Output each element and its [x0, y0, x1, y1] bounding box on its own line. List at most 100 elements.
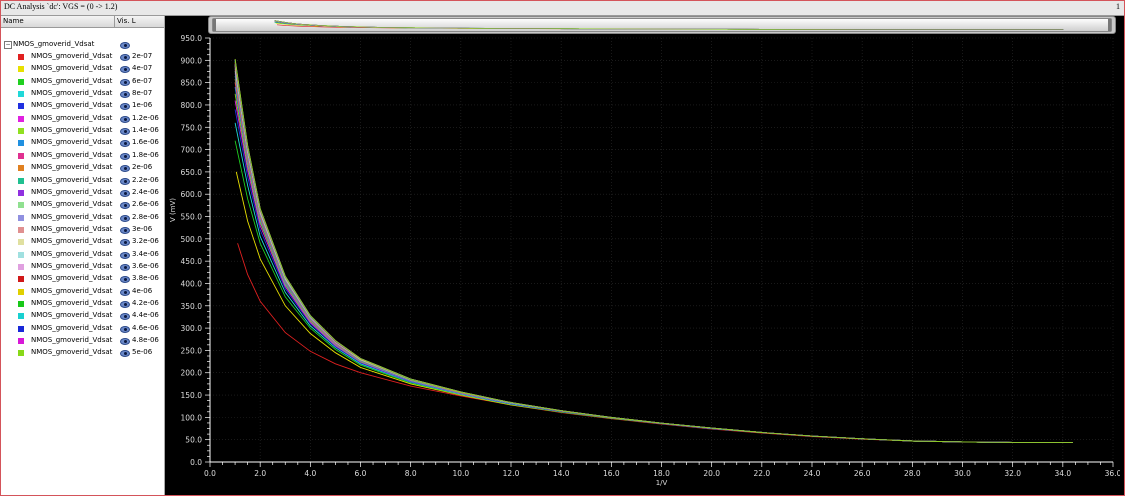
trace-group-row[interactable]: − NMOS_gmoverid_Vdsat — [1, 39, 164, 51]
trace-row[interactable]: NMOS_gmoverid_Vdsat 5e-06 — [1, 347, 164, 359]
eye-icon[interactable] — [120, 263, 130, 271]
x-tick-label: 14.0 — [553, 469, 570, 478]
collapse-icon[interactable]: − — [4, 41, 12, 49]
scrollbar-thumb[interactable] — [212, 18, 1112, 32]
trace-length-value: 1.8e-06 — [132, 150, 159, 159]
overview-series-line — [274, 20, 1064, 30]
trace-row[interactable]: NMOS_gmoverid_Vdsat 2.2e-06 — [1, 175, 164, 187]
trace-length-value: 4.6e-06 — [132, 323, 159, 332]
trace-row[interactable]: NMOS_gmoverid_Vdsat 6e-07 — [1, 76, 164, 88]
eye-icon[interactable] — [120, 128, 130, 136]
trace-row[interactable]: NMOS_gmoverid_Vdsat 3.4e-06 — [1, 249, 164, 261]
trace-row[interactable]: NMOS_gmoverid_Vdsat 1e-06 — [1, 100, 164, 112]
eye-icon[interactable] — [120, 202, 130, 210]
trace-length-value: 1e-06 — [132, 101, 153, 110]
trace-color-swatch — [18, 165, 24, 172]
column-separator[interactable] — [114, 16, 115, 27]
eye-icon[interactable] — [120, 78, 130, 86]
eye-icon[interactable] — [120, 338, 130, 346]
eye-icon[interactable] — [120, 239, 130, 247]
trace-name: NMOS_gmoverid_Vdsat — [31, 212, 113, 221]
series-line — [234, 100, 1073, 443]
y-tick-label: 350.0 — [181, 302, 203, 311]
eye-icon[interactable] — [120, 214, 130, 222]
eye-icon[interactable] — [120, 91, 130, 99]
trace-name: NMOS_gmoverid_Vdsat — [31, 64, 113, 73]
eye-icon[interactable] — [120, 42, 130, 49]
trace-row[interactable]: NMOS_gmoverid_Vdsat 4e-07 — [1, 63, 164, 75]
name-column-header[interactable]: Name — [3, 17, 24, 25]
y-axis-label: V (mV) — [169, 198, 177, 222]
trace-name: NMOS_gmoverid_Vdsat — [31, 261, 113, 270]
trace-row[interactable]: NMOS_gmoverid_Vdsat 1.6e-06 — [1, 137, 164, 149]
eye-icon[interactable] — [120, 140, 130, 148]
trace-row[interactable]: NMOS_gmoverid_Vdsat 3.6e-06 — [1, 261, 164, 273]
overview-series-line — [274, 20, 1064, 30]
trace-color-swatch — [18, 152, 24, 159]
trace-row[interactable]: NMOS_gmoverid_Vdsat 2e-06 — [1, 162, 164, 174]
eye-icon[interactable] — [120, 115, 130, 123]
trace-row[interactable]: NMOS_gmoverid_Vdsat 1.2e-06 — [1, 113, 164, 125]
trace-length-value: 2.6e-06 — [132, 200, 159, 209]
eye-icon[interactable] — [120, 276, 130, 284]
trace-length-value: 4e-07 — [132, 64, 153, 73]
eye-icon[interactable] — [120, 152, 130, 160]
trace-row[interactable]: NMOS_gmoverid_Vdsat 2e-07 — [1, 51, 164, 63]
trace-row[interactable]: NMOS_gmoverid_Vdsat 4.2e-06 — [1, 298, 164, 310]
trace-row[interactable]: NMOS_gmoverid_Vdsat 4e-06 — [1, 286, 164, 298]
trace-name: NMOS_gmoverid_Vdsat — [31, 299, 113, 307]
trace-row[interactable]: NMOS_gmoverid_Vdsat 2.8e-06 — [1, 212, 164, 224]
visibility-column-header[interactable]: Vis. L — [117, 17, 136, 25]
trace-length-value: 8e-07 — [132, 89, 153, 98]
eye-icon[interactable] — [120, 103, 130, 111]
eye-icon[interactable] — [120, 177, 130, 185]
eye-icon[interactable] — [120, 350, 130, 358]
x-zoom-scrollbar[interactable] — [208, 16, 1116, 34]
trace-row[interactable]: NMOS_gmoverid_Vdsat 1.8e-06 — [1, 150, 164, 162]
trace-row[interactable]: NMOS_gmoverid_Vdsat 1.4e-06 — [1, 125, 164, 137]
overview-series-line — [274, 20, 1064, 30]
trace-length-value: 1.4e-06 — [132, 126, 159, 135]
overview-series-line — [274, 20, 1064, 30]
eye-icon[interactable] — [120, 66, 130, 74]
trace-color-swatch — [18, 325, 24, 332]
eye-icon[interactable] — [120, 313, 130, 321]
eye-icon[interactable] — [120, 54, 130, 61]
trace-name: NMOS_gmoverid_Vdsat — [31, 274, 113, 283]
y-tick-label: 250.0 — [181, 346, 203, 355]
trace-row[interactable]: NMOS_gmoverid_Vdsat 3.2e-06 — [1, 236, 164, 248]
trace-length-value: 5e-06 — [132, 348, 153, 357]
trace-color-swatch — [18, 251, 24, 258]
trace-row[interactable]: NMOS_gmoverid_Vdsat 3e-06 — [1, 224, 164, 236]
trace-row[interactable]: NMOS_gmoverid_Vdsat 2.6e-06 — [1, 199, 164, 211]
trace-row[interactable]: NMOS_gmoverid_Vdsat 4.4e-06 — [1, 310, 164, 322]
eye-icon[interactable] — [120, 189, 130, 197]
trace-row[interactable]: NMOS_gmoverid_Vdsat 8e-07 — [1, 88, 164, 100]
trace-name: NMOS_gmoverid_Vdsat — [31, 200, 113, 209]
plot-area[interactable]: 0.0 2.0 4.0 6.0 8.0 10.0 12.0 14.0 16.0 18.0 20.0 2… — [165, 33, 1120, 495]
trace-row[interactable]: NMOS_gmoverid_Vdsat 3.8e-06 — [1, 273, 164, 285]
scrollbar-handle-left[interactable] — [213, 19, 216, 31]
x-tick-label: 0.0 — [204, 469, 216, 478]
eye-icon[interactable] — [120, 288, 130, 296]
scrollbar-handle-right[interactable] — [1108, 19, 1111, 31]
trace-name: NMOS_gmoverid_Vdsat — [31, 101, 113, 110]
trace-name: NMOS_gmoverid_Vdsat — [31, 76, 113, 85]
y-tick-label: 800.0 — [181, 101, 203, 110]
trace-length-value: 4.2e-06 — [132, 299, 159, 307]
eye-icon[interactable] — [120, 251, 130, 259]
eye-icon[interactable] — [120, 325, 130, 333]
trace-row[interactable]: NMOS_gmoverid_Vdsat 4.6e-06 — [1, 323, 164, 335]
trace-row[interactable]: NMOS_gmoverid_Vdsat 4.8e-06 — [1, 335, 164, 347]
overview-series-line — [274, 20, 1064, 30]
trace-row[interactable]: NMOS_gmoverid_Vdsat 2.4e-06 — [1, 187, 164, 199]
y-tick-label: 500.0 — [181, 235, 203, 244]
x-tick-label: 22.0 — [753, 469, 770, 478]
eye-icon[interactable] — [120, 226, 130, 234]
eye-icon[interactable] — [120, 165, 130, 173]
eye-icon[interactable] — [120, 301, 130, 308]
x-tick-label: 12.0 — [503, 469, 520, 478]
trace-name: NMOS_gmoverid_Vdsat — [31, 89, 113, 98]
trace-color-swatch — [18, 54, 24, 60]
trace-color-swatch — [18, 103, 24, 110]
